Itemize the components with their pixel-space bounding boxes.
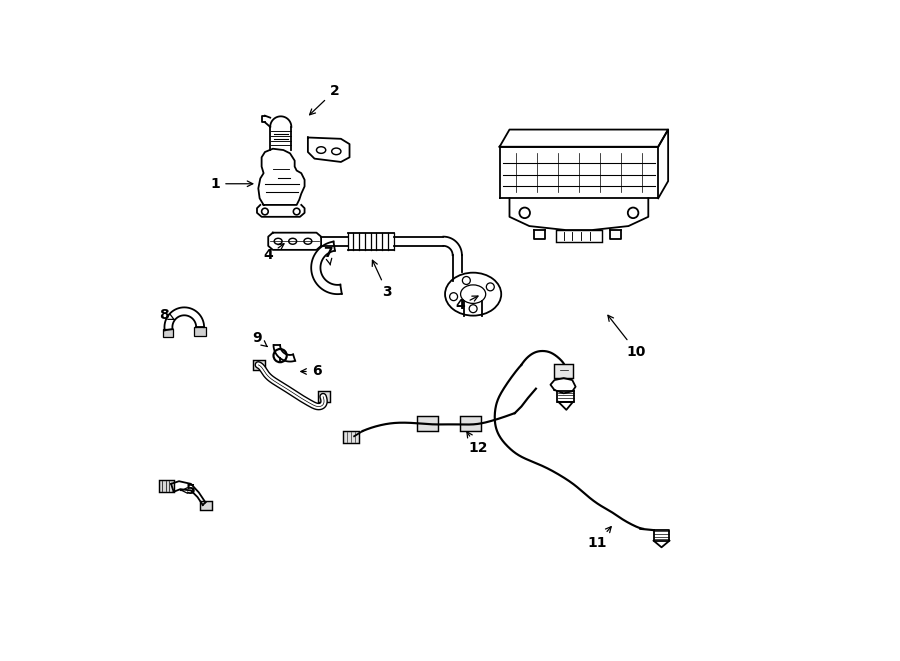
Text: 4: 4: [264, 244, 284, 262]
Text: 3: 3: [373, 260, 392, 299]
Text: 6: 6: [301, 364, 321, 379]
Bar: [556, 230, 602, 242]
Bar: [163, 329, 173, 337]
Text: 11: 11: [587, 527, 611, 551]
Text: 8: 8: [159, 307, 175, 322]
Bar: [554, 364, 573, 378]
Text: 12: 12: [467, 432, 488, 455]
Bar: [253, 360, 265, 370]
Bar: [159, 480, 174, 492]
Bar: [417, 416, 438, 431]
Bar: [318, 391, 329, 402]
Text: 7: 7: [323, 245, 332, 265]
Bar: [343, 431, 359, 443]
Bar: [194, 327, 206, 336]
Text: 5: 5: [181, 483, 196, 498]
Text: 4: 4: [455, 296, 478, 313]
Text: 10: 10: [608, 315, 646, 359]
Text: 2: 2: [310, 84, 339, 115]
Bar: [200, 501, 212, 510]
Bar: [460, 416, 482, 431]
Text: 9: 9: [252, 331, 267, 346]
Text: 1: 1: [211, 176, 253, 191]
